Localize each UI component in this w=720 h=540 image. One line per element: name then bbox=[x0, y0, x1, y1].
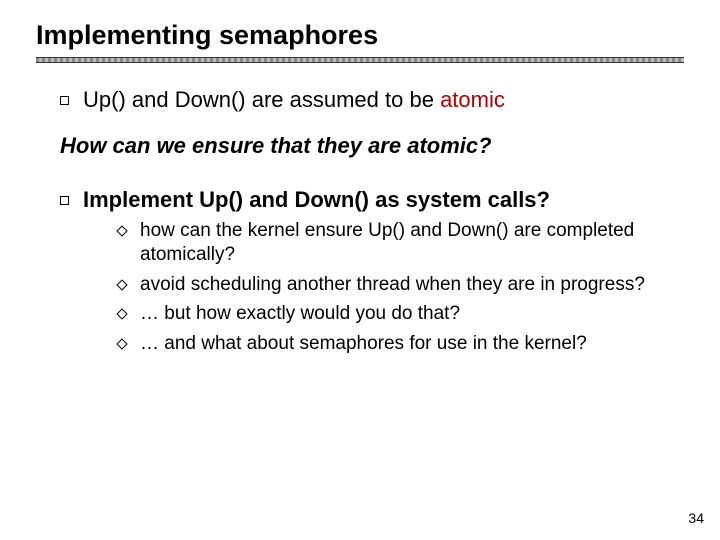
sub-bullet-2: avoid scheduling another thread when the… bbox=[118, 273, 684, 297]
sub-bullet-1: how can the kernel ensure Up() and Down(… bbox=[118, 219, 684, 267]
page-number: 34 bbox=[688, 510, 704, 526]
square-bullet-icon bbox=[60, 96, 69, 105]
slide: Implementing semaphores Up() and Down() … bbox=[0, 0, 720, 540]
sub-bullet-4-text: … and what about semaphores for use in t… bbox=[140, 332, 587, 356]
bullet-1-prefix: Up() and Down() are assumed to be bbox=[83, 87, 440, 112]
diamond-bullet-icon bbox=[116, 279, 127, 290]
bullet-2-text: Implement Up() and Down() as system call… bbox=[83, 187, 550, 213]
diamond-bullet-icon bbox=[116, 309, 127, 320]
title-underline bbox=[36, 57, 684, 63]
sub-bullets: how can the kernel ensure Up() and Down(… bbox=[60, 219, 684, 356]
square-bullet-icon bbox=[60, 196, 69, 205]
slide-title: Implementing semaphores bbox=[36, 20, 684, 51]
question-line: How can we ensure that they are atomic? bbox=[60, 133, 684, 159]
sub-bullet-4: … and what about semaphores for use in t… bbox=[118, 332, 684, 356]
sub-bullet-3-text: … but how exactly would you do that? bbox=[140, 302, 460, 326]
sub-bullet-3: … but how exactly would you do that? bbox=[118, 302, 684, 326]
sub-bullet-2-text: avoid scheduling another thread when the… bbox=[140, 273, 645, 297]
bullet-1: Up() and Down() are assumed to be atomic bbox=[60, 87, 684, 113]
sub-bullet-1-text: how can the kernel ensure Up() and Down(… bbox=[140, 219, 684, 267]
bullet-2: Implement Up() and Down() as system call… bbox=[60, 187, 684, 213]
diamond-bullet-icon bbox=[116, 338, 127, 349]
content-area: Up() and Down() are assumed to be atomic… bbox=[36, 87, 684, 356]
atomic-word: atomic bbox=[440, 87, 505, 112]
diamond-bullet-icon bbox=[116, 225, 127, 236]
bullet-1-text: Up() and Down() are assumed to be atomic bbox=[83, 87, 505, 113]
